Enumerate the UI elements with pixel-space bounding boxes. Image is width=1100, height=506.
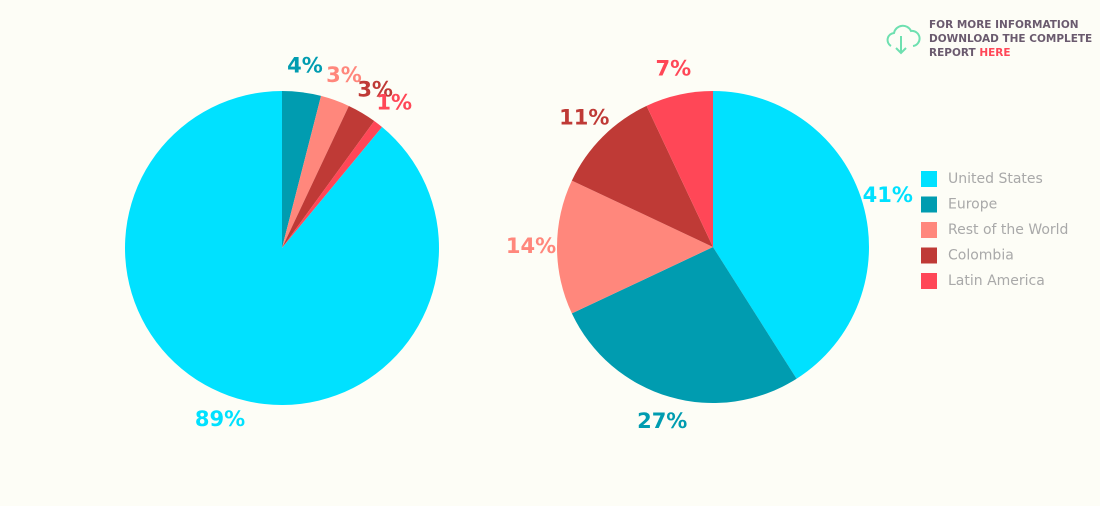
cta-line: REPORT HERE	[929, 47, 1011, 59]
legend-swatch	[921, 171, 937, 187]
cta-link[interactable]: HERE	[979, 47, 1010, 59]
legend-label: United States	[948, 171, 1043, 187]
cta-text: REPORT	[929, 47, 976, 59]
value-label: 3%	[357, 77, 393, 101]
value-label: 11%	[559, 105, 609, 129]
value-label: 41%	[863, 183, 913, 207]
pie-slice	[713, 91, 870, 379]
legend-label: Latin America	[948, 273, 1045, 289]
pie-slice	[646, 91, 713, 247]
legend-label: Europe	[948, 197, 997, 213]
legend-swatch	[921, 196, 937, 213]
pie-slice	[282, 91, 322, 248]
legend-swatch	[921, 222, 937, 238]
cta-line: DOWNLOAD THE COMPLETE	[929, 33, 1092, 45]
value-label: 14%	[506, 234, 556, 258]
pie-slice	[282, 105, 375, 248]
legend-swatch	[921, 273, 937, 289]
pie-slice	[557, 180, 713, 314]
cta-line: FOR MORE INFORMATION	[929, 19, 1079, 31]
value-label: 89%	[195, 407, 245, 431]
value-label: 7%	[655, 56, 691, 80]
value-label: 1%	[376, 90, 412, 114]
value-label: 3%	[326, 63, 362, 87]
pie-slice	[282, 120, 383, 248]
legend-label: Colombia	[948, 248, 1014, 264]
pie-slice	[571, 247, 797, 403]
pie-slice	[282, 95, 349, 249]
value-label: 4%	[287, 53, 323, 77]
legend-swatch	[921, 247, 937, 264]
legend-label: Rest of the World	[948, 222, 1068, 238]
pie-slice	[571, 105, 713, 247]
value-label: 27%	[637, 409, 687, 433]
pie-slice	[125, 91, 439, 405]
download-icon[interactable]	[886, 24, 921, 55]
